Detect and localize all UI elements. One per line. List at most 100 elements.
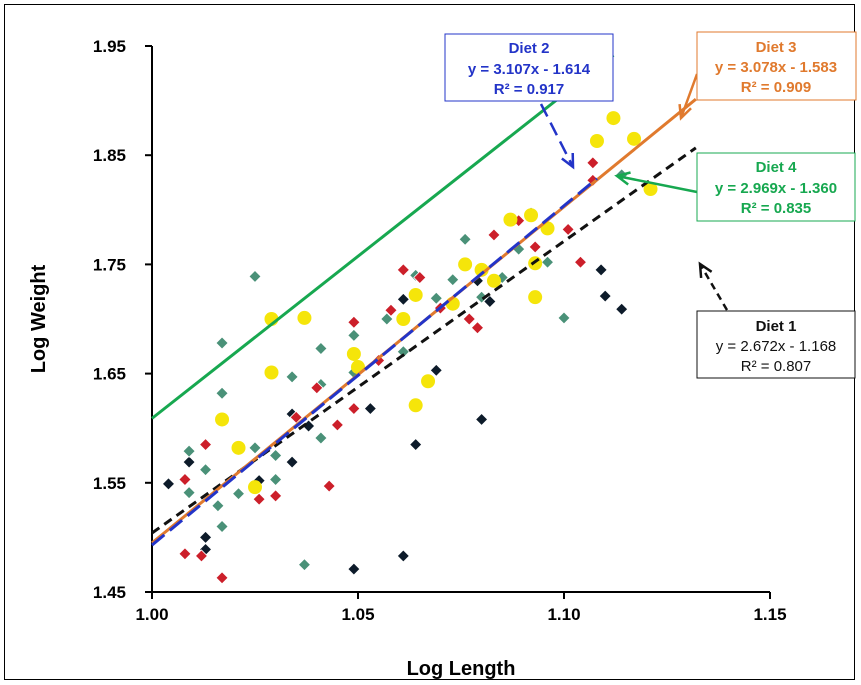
- diet-1-point-8: [347, 562, 361, 576]
- diet-4-point-2: [198, 463, 213, 477]
- diet-1-point-0: [161, 477, 176, 491]
- diet-4-point-1: [182, 486, 196, 500]
- x-tick-label-1: 1.05: [341, 605, 374, 624]
- diet-2-point-1: [178, 472, 192, 487]
- y-tick-label-1: 1.55: [93, 474, 126, 493]
- diet-4-point-14: [314, 341, 328, 356]
- diet-2-point-9: [322, 479, 336, 493]
- diet-2-point-20: [487, 228, 501, 242]
- annotation-title-diet-1: Diet 1: [756, 318, 797, 335]
- annotation-r2-diet-2: R² = 0.917: [494, 81, 564, 98]
- diet-4-point-12: [285, 370, 299, 384]
- x-tick-label-0: 1.00: [135, 605, 168, 624]
- diet-2-point-18: [462, 312, 476, 326]
- annotation-diet-2: Diet 2 y = 3.107x - 1.614 R² = 0.917: [444, 33, 614, 102]
- diet-2-point-12: [347, 315, 361, 329]
- annotation-arrows: [539, 73, 729, 311]
- annotation-title-diet-2: Diet 2: [509, 40, 550, 57]
- diet-1-arrow: [698, 263, 729, 311]
- diet-2-point-25: [586, 156, 600, 170]
- x-axis-label: Log Length: [407, 658, 516, 680]
- diet-1-point-13: [429, 363, 443, 377]
- diet-2-point-23: [561, 222, 575, 237]
- diet-1-point-5: [285, 455, 299, 469]
- axes: [151, 46, 770, 593]
- diet-1-arrow-head: [698, 261, 713, 279]
- y-axis-label: Log Weight: [28, 264, 50, 373]
- diet-1-point-17: [594, 263, 608, 277]
- diet-2-point-3: [198, 438, 213, 452]
- diet-3-point-2: [248, 480, 262, 495]
- diet-1-point-19: [615, 302, 629, 316]
- diet-4-regression-line: [151, 54, 615, 420]
- diet-3-point-14: [474, 262, 489, 277]
- y-tick-label-4: 1.85: [93, 146, 126, 165]
- diet-3-point-17: [524, 208, 539, 223]
- annotation-box-diet-2: [444, 33, 614, 102]
- diet-4-point-17: [347, 328, 361, 342]
- diet-3-point-1: [231, 440, 246, 455]
- diet-3-point-23: [627, 131, 642, 146]
- diet-1-point-18: [598, 289, 612, 303]
- y-tick-label-2: 1.65: [93, 365, 126, 384]
- diet-4-point-19: [380, 312, 394, 326]
- diet-1-point-9: [363, 401, 377, 416]
- annotation-box-diet-3: [696, 31, 857, 101]
- diet-1-point-11: [396, 292, 410, 306]
- diet-3-point-10: [408, 398, 423, 413]
- diet-2-point-4: [215, 571, 229, 585]
- diet-4-point-5: [215, 386, 229, 400]
- diet-4-point-8: [248, 269, 262, 283]
- diet-4-point-30: [557, 311, 571, 325]
- diet-2-point-15: [396, 263, 410, 277]
- diet-2-point-11: [347, 401, 361, 416]
- diet-4-point-13: [297, 558, 312, 572]
- diet-4-point-20: [396, 345, 410, 359]
- diet-4-point-24: [458, 232, 472, 246]
- x-tick-label-3: 1.15: [753, 605, 786, 624]
- diet-4-arrow-head: [614, 171, 631, 186]
- diet-3-point-24: [643, 182, 658, 197]
- y-tick-label-0: 1.45: [93, 583, 126, 602]
- ticks: 1.00 1.05 1.10 1.15 1.45 1.55 1.65 1.75 1.85 1.95: [93, 37, 787, 624]
- annotation-box-diet-4: [696, 152, 856, 222]
- diet-3-point-8: [396, 312, 411, 326]
- y-tick-label-3: 1.75: [93, 255, 126, 274]
- diet-1-point-15: [475, 412, 489, 427]
- annotation-equation-diet-3: y = 3.078x - 1.583: [715, 59, 837, 76]
- diet-1-point-16: [483, 294, 497, 309]
- annotation-equation-diet-4: y = 2.969x - 1.360: [715, 180, 837, 197]
- diet-4-point-4: [215, 336, 229, 350]
- diet-2-point-7: [289, 410, 303, 424]
- y-tick-label-5: 1.95: [93, 37, 126, 56]
- annotation-equation-diet-2: y = 3.107x - 1.614: [468, 61, 591, 78]
- diet-3-point-16: [503, 212, 518, 227]
- diet-3-point-5: [297, 310, 312, 325]
- x-tick-label-2: 1.10: [547, 605, 580, 624]
- diet-4-point-16: [314, 431, 328, 445]
- diet-1-point-12: [409, 438, 423, 452]
- annotation-title-diet-3: Diet 3: [756, 39, 797, 56]
- diet-2-point-10: [330, 418, 344, 432]
- annotation-box-diet-1: [696, 310, 856, 379]
- diet-3-point-11: [421, 374, 436, 389]
- annotation-r2-diet-3: R² = 0.909: [741, 79, 811, 96]
- diet-4-arrow: [616, 174, 698, 194]
- diet-3-point-15: [486, 273, 501, 288]
- annotation-diet-4: Diet 4 y = 2.969x - 1.360 R² = 0.835: [696, 152, 856, 222]
- diet-2-arrow-head: [561, 152, 575, 170]
- diet-3-arrow: [679, 73, 699, 119]
- diet-4-point-11: [269, 472, 283, 487]
- diet-2-point-5: [252, 492, 266, 506]
- diet-4-point-9: [248, 441, 262, 455]
- diet-2-arrow: [539, 103, 575, 168]
- diet-2-point-19: [470, 321, 485, 335]
- diet-3-point-13: [458, 257, 473, 272]
- diet-2-point-6: [269, 489, 283, 503]
- diet-2-point-2: [194, 549, 209, 563]
- diet-3-point-4: [264, 365, 279, 380]
- diet-2-point-16: [413, 270, 427, 285]
- diet-3-point-0: [215, 412, 230, 427]
- data-points: [161, 111, 658, 585]
- diet-3-point-6: [346, 346, 361, 361]
